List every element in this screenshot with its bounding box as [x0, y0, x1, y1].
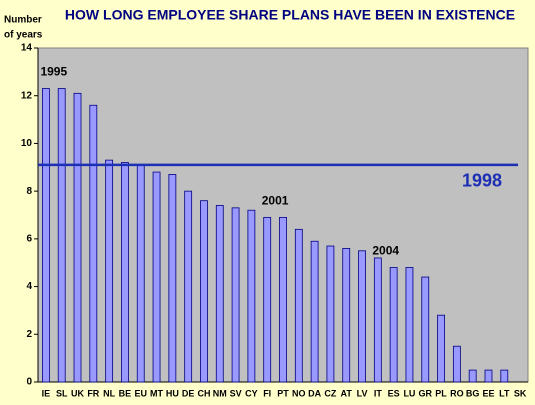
annotation: 2004	[372, 244, 399, 258]
x-tick-label: EU	[134, 388, 147, 398]
y-tick-label: 8	[26, 186, 32, 197]
bar	[57, 88, 66, 383]
bar	[310, 240, 319, 383]
x-tick-label: LU	[403, 388, 415, 398]
bar	[73, 92, 82, 383]
bar	[279, 216, 287, 383]
x-tick-label: FI	[263, 388, 271, 398]
x-tick-label: LV	[357, 388, 368, 398]
x-tick-label: SV	[230, 388, 242, 398]
bar	[484, 369, 493, 383]
y-axis-label: Number	[4, 15, 42, 26]
x-tick-label: EE	[482, 388, 494, 398]
x-tick-label: GR	[419, 388, 433, 398]
bar	[136, 164, 145, 383]
y-axis-label: of years	[4, 30, 43, 41]
bar	[89, 104, 98, 383]
x-tick-label: IT	[374, 388, 383, 398]
bar	[105, 159, 114, 383]
x-tick-label: FR	[87, 388, 99, 398]
bar	[326, 245, 335, 383]
bar	[421, 276, 430, 383]
x-tick-label: CZ	[324, 388, 336, 398]
annotation: 2001	[262, 194, 289, 208]
x-tick-label: PT	[277, 388, 289, 398]
x-tick-label: NL	[103, 388, 115, 398]
bar	[452, 345, 461, 383]
y-tick-label: 10	[21, 138, 33, 149]
y-tick-label: 14	[21, 43, 33, 54]
y-tick-label: 0	[26, 377, 32, 388]
bar	[373, 257, 382, 383]
reference-label: 1998	[462, 171, 502, 191]
bar	[152, 171, 161, 383]
x-tick-label: AT	[341, 388, 353, 398]
chart-title: HOW LONG EMPLOYEE SHARE PLANS HAVE BEEN …	[65, 7, 515, 23]
bar	[468, 369, 477, 383]
bar	[437, 314, 445, 383]
bar	[405, 267, 414, 383]
x-tick-label: CY	[245, 388, 258, 398]
x-tick-label: UK	[71, 388, 84, 398]
x-tick-label: PL	[435, 388, 447, 398]
x-tick-label: DA	[308, 388, 321, 398]
bar	[121, 162, 129, 383]
bar	[168, 174, 177, 383]
bar	[184, 190, 193, 383]
x-tick-label: ES	[388, 388, 400, 398]
bar	[358, 250, 366, 383]
annotation: 1995	[40, 65, 67, 79]
y-tick-label: 2	[26, 329, 32, 340]
x-tick-label: IE	[42, 388, 51, 398]
x-tick-label: HU	[166, 388, 179, 398]
x-tick-label: BE	[119, 388, 132, 398]
bar	[389, 267, 398, 383]
bar	[247, 209, 256, 383]
x-tick-label: LT	[499, 388, 510, 398]
bar	[231, 207, 240, 383]
bar	[342, 247, 351, 383]
y-tick-label: 12	[21, 90, 33, 101]
y-tick-label: 4	[26, 281, 32, 292]
bar	[215, 205, 224, 383]
x-tick-label: NO	[292, 388, 306, 398]
bar	[294, 228, 303, 383]
x-tick-label: CH	[197, 388, 210, 398]
y-tick-label: 6	[26, 233, 32, 244]
x-tick-label: MT	[150, 388, 163, 398]
x-tick-label: BG	[466, 388, 480, 398]
bar	[200, 200, 208, 383]
x-tick-label: SK	[514, 388, 527, 398]
x-tick-label: SL	[56, 388, 68, 398]
x-tick-label: NM	[213, 388, 227, 398]
x-tick-label: DE	[182, 388, 195, 398]
x-tick-label: RO	[450, 388, 464, 398]
bar	[42, 88, 50, 383]
bar	[500, 369, 509, 383]
bar	[263, 216, 272, 383]
